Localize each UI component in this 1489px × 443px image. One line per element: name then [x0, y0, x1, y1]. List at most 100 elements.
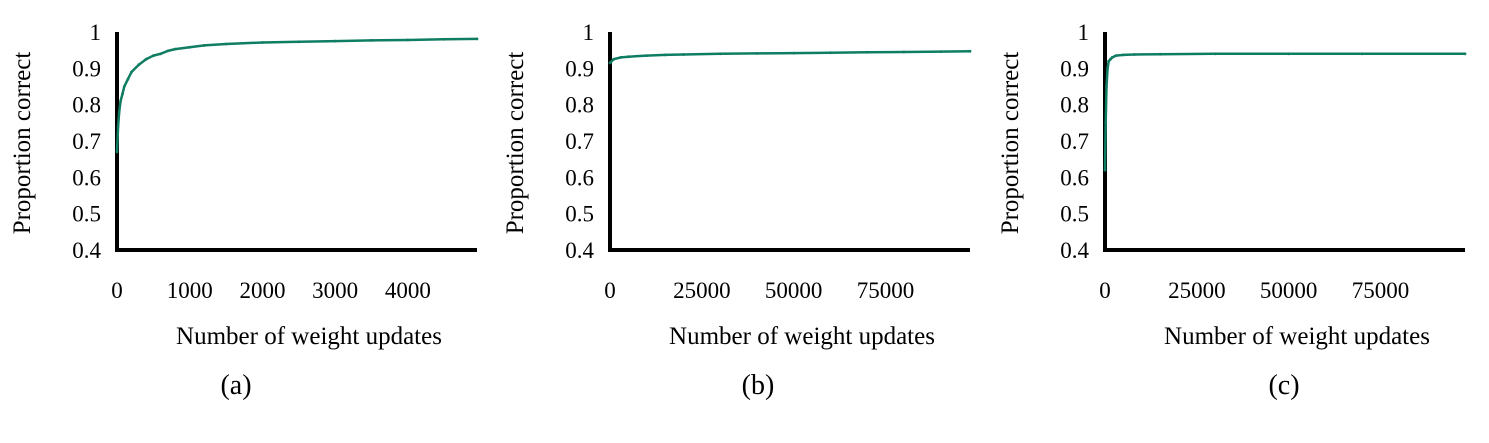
data-point: [1360, 52, 1364, 56]
series-line: [115, 37, 478, 152]
data-point: [1110, 56, 1114, 59]
data-point: [475, 37, 479, 41]
data-point: [130, 70, 133, 74]
x-tick-label: 75000: [1352, 278, 1410, 303]
x-axis-title: Number of weight updates: [176, 323, 442, 350]
data-point: [166, 49, 170, 53]
data-point: [1114, 54, 1118, 57]
y-tick-label: 0.4: [72, 238, 101, 263]
x-tick-label: 1000: [167, 278, 213, 303]
x-axis-title: Number of weight updates: [1164, 323, 1430, 350]
x-tick-label: 25000: [1168, 278, 1226, 303]
data-point: [627, 55, 630, 59]
data-point: [442, 37, 446, 41]
data-point: [718, 52, 722, 56]
y-tick-label: 0.5: [565, 202, 594, 227]
y-tick-label: 0.9: [72, 56, 101, 81]
y-tick-label: 1: [583, 20, 595, 45]
data-point: [261, 41, 264, 44]
x-tick-label: 50000: [1260, 278, 1318, 303]
y-tick-label: 0.8: [565, 93, 594, 118]
y-tick-label: 0.9: [1060, 56, 1089, 81]
data-point: [188, 45, 192, 49]
data-point: [126, 77, 130, 81]
data-point: [939, 50, 942, 53]
data-point: [682, 53, 685, 56]
y-tick-label: 0.9: [565, 56, 594, 81]
data-point: [144, 57, 148, 61]
y-tick-label: 0.4: [565, 238, 594, 263]
data-point: [1463, 52, 1467, 56]
data-point: [224, 42, 228, 46]
data-point: [297, 40, 301, 44]
panel-label: (a): [220, 370, 251, 401]
data-point: [202, 44, 206, 47]
data-point: [119, 99, 122, 103]
data-point: [645, 54, 649, 57]
data-point: [1104, 121, 1108, 125]
y-tick-label: 0.5: [72, 202, 101, 227]
data-point: [137, 63, 141, 67]
y-tick-label: 0.6: [565, 165, 594, 190]
y-tick-label: 1: [90, 20, 102, 45]
data-point: [1105, 85, 1108, 88]
x-axis-title: Number of weight updates: [669, 323, 935, 350]
panel-label: (c): [1268, 370, 1299, 401]
y-tick-label: 0.8: [72, 93, 101, 118]
x-tick-label: 25000: [673, 278, 731, 303]
y-axis-title: Proportion correct: [997, 52, 1024, 235]
y-tick-label: 0.7: [565, 129, 594, 154]
data-point: [1107, 59, 1111, 63]
data-point: [121, 92, 124, 96]
y-tick-label: 0.6: [1060, 165, 1089, 190]
y-axis-title: Proportion correct: [9, 52, 36, 235]
data-point: [370, 39, 373, 42]
x-tick-label: 0: [1099, 278, 1111, 303]
x-tick-label: 0: [604, 278, 616, 303]
data-point: [115, 150, 119, 154]
data-point: [1287, 52, 1291, 56]
data-point: [612, 57, 616, 61]
series-line: [1103, 52, 1465, 171]
chart-panel-1: 0.4 0.5 0.6 0.7 0.8 0.9 1 0 1000 2000 3000 4000 Numb…: [9, 20, 479, 401]
x-tick-label: 50000: [765, 278, 823, 303]
data-point: [159, 52, 163, 56]
data-point: [619, 56, 623, 59]
data-point: [1109, 57, 1112, 61]
y-tick-label: 0.4: [1060, 238, 1089, 263]
y-tick-label: 1: [1078, 20, 1090, 45]
data-point: [902, 50, 906, 54]
y-tick-label: 0.7: [1060, 129, 1089, 154]
x-tick-label: 3000: [312, 278, 358, 303]
data-point: [1133, 53, 1136, 56]
data-point: [333, 39, 337, 43]
data-point: [1213, 52, 1217, 56]
data-point: [152, 54, 155, 57]
y-tick-label: 0.6: [72, 165, 101, 190]
data-point: [122, 85, 126, 88]
chart-panel-2: 0.4 0.5 0.6 0.7 0.8 0.9 1 0 25000 50000 75000 Numbe…: [502, 20, 972, 401]
data-point: [663, 53, 667, 57]
data-point: [117, 110, 121, 114]
data-point: [173, 47, 177, 51]
y-tick-label: 0.7: [72, 129, 101, 154]
y-tick-label: 0.5: [1060, 202, 1089, 227]
data-point: [755, 52, 759, 55]
data-point: [406, 38, 410, 42]
x-tick-label: 4000: [385, 278, 431, 303]
y-axis-title: Proportion correct: [502, 52, 529, 235]
x-tick-label: 0: [111, 278, 123, 303]
data-point: [865, 50, 869, 54]
panel-label: (b): [742, 370, 775, 401]
x-tick-label: 75000: [857, 278, 915, 303]
data-point: [1103, 168, 1107, 172]
data-point: [792, 51, 796, 55]
data-point: [608, 61, 612, 65]
x-tick-label: 2000: [239, 278, 285, 303]
data-point: [829, 51, 832, 55]
y-tick-label: 0.8: [1060, 93, 1089, 118]
data-point: [968, 49, 972, 53]
series-line: [609, 50, 971, 64]
